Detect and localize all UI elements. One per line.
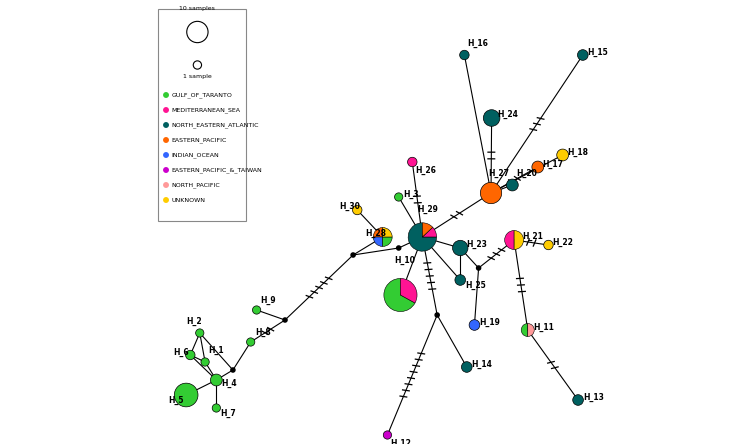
- Circle shape: [481, 182, 502, 204]
- Circle shape: [578, 50, 588, 60]
- Text: 10 samples: 10 samples: [179, 6, 215, 11]
- Wedge shape: [521, 324, 528, 337]
- Circle shape: [394, 193, 403, 201]
- Circle shape: [460, 50, 470, 60]
- Circle shape: [163, 197, 169, 203]
- Circle shape: [253, 306, 261, 314]
- Wedge shape: [422, 227, 436, 237]
- Wedge shape: [514, 230, 523, 250]
- Text: H_3: H_3: [403, 190, 418, 198]
- Circle shape: [231, 368, 235, 372]
- Circle shape: [532, 161, 544, 173]
- Text: H_16: H_16: [467, 39, 488, 48]
- Circle shape: [455, 275, 466, 285]
- Circle shape: [506, 179, 518, 191]
- Text: H_22: H_22: [553, 238, 574, 246]
- Text: H_18: H_18: [568, 147, 589, 157]
- Text: H_23: H_23: [466, 239, 487, 249]
- Text: 1 sample: 1 sample: [183, 74, 211, 79]
- Text: H_2: H_2: [187, 317, 202, 325]
- Circle shape: [351, 253, 355, 257]
- Wedge shape: [374, 227, 382, 237]
- Circle shape: [196, 329, 204, 337]
- Circle shape: [283, 318, 287, 322]
- Circle shape: [174, 383, 198, 407]
- Text: UNKNOWN: UNKNOWN: [171, 198, 206, 202]
- Circle shape: [383, 431, 392, 439]
- Text: H_27: H_27: [488, 168, 509, 178]
- Wedge shape: [505, 230, 514, 250]
- Circle shape: [247, 338, 255, 346]
- Wedge shape: [400, 278, 417, 303]
- Text: H_26: H_26: [416, 166, 436, 174]
- Circle shape: [163, 182, 169, 188]
- Text: H_21: H_21: [523, 231, 543, 241]
- Text: H_19: H_19: [479, 317, 500, 327]
- Circle shape: [163, 122, 169, 128]
- Circle shape: [212, 404, 220, 412]
- Wedge shape: [374, 237, 382, 246]
- Circle shape: [483, 110, 500, 126]
- Text: H_14: H_14: [471, 360, 492, 369]
- Text: NORTH_EASTERN_ATLANTIC: NORTH_EASTERN_ATLANTIC: [171, 122, 259, 128]
- Circle shape: [352, 205, 362, 215]
- Circle shape: [163, 92, 169, 98]
- Wedge shape: [382, 227, 392, 237]
- Wedge shape: [382, 237, 392, 246]
- Text: EASTERN_PACIFIC: EASTERN_PACIFIC: [171, 137, 226, 143]
- Circle shape: [163, 167, 169, 173]
- Text: INDIAN_OCEAN: INDIAN_OCEAN: [171, 152, 219, 158]
- Text: H_30: H_30: [340, 202, 360, 210]
- Text: H_20: H_20: [517, 168, 537, 178]
- Text: H_5: H_5: [169, 396, 184, 404]
- Circle shape: [435, 313, 439, 317]
- Text: H_8: H_8: [255, 327, 271, 337]
- Text: H_17: H_17: [542, 159, 563, 169]
- Text: H_24: H_24: [497, 109, 518, 119]
- Wedge shape: [384, 278, 415, 312]
- Wedge shape: [408, 223, 436, 251]
- Text: H_25: H_25: [465, 281, 486, 289]
- Circle shape: [452, 240, 468, 256]
- Text: MEDITERRANEAN_SEA: MEDITERRANEAN_SEA: [171, 107, 240, 113]
- Circle shape: [397, 246, 400, 250]
- Text: H_12: H_12: [391, 438, 411, 444]
- Circle shape: [476, 266, 481, 270]
- Text: GULF_OF_TARANTO: GULF_OF_TARANTO: [171, 92, 232, 98]
- Circle shape: [201, 358, 209, 366]
- Text: H_1: H_1: [208, 345, 224, 355]
- Text: H_29: H_29: [418, 204, 439, 214]
- Text: H_7: H_7: [220, 408, 236, 417]
- Circle shape: [163, 107, 169, 113]
- Text: H_4: H_4: [221, 378, 237, 388]
- FancyBboxPatch shape: [158, 9, 246, 221]
- Circle shape: [461, 362, 472, 373]
- Circle shape: [211, 374, 222, 386]
- Circle shape: [407, 157, 417, 167]
- Text: H_10: H_10: [394, 255, 416, 265]
- Circle shape: [185, 350, 195, 360]
- Text: H_11: H_11: [533, 322, 554, 332]
- Text: H_13: H_13: [583, 392, 604, 401]
- Text: H_15: H_15: [587, 48, 608, 56]
- Circle shape: [470, 320, 480, 330]
- Circle shape: [573, 395, 584, 405]
- Text: H_28: H_28: [365, 228, 386, 238]
- Circle shape: [163, 152, 169, 158]
- Text: NORTH_PACIFIC: NORTH_PACIFIC: [171, 182, 220, 188]
- Text: EASTERN_PACIFIC_&_TAIWAN: EASTERN_PACIFIC_&_TAIWAN: [171, 167, 262, 173]
- Circle shape: [544, 240, 554, 250]
- Text: H_6: H_6: [174, 347, 189, 357]
- Wedge shape: [422, 223, 433, 237]
- Wedge shape: [528, 324, 534, 337]
- Circle shape: [163, 137, 169, 143]
- Text: H_9: H_9: [261, 295, 276, 305]
- Circle shape: [556, 149, 568, 161]
